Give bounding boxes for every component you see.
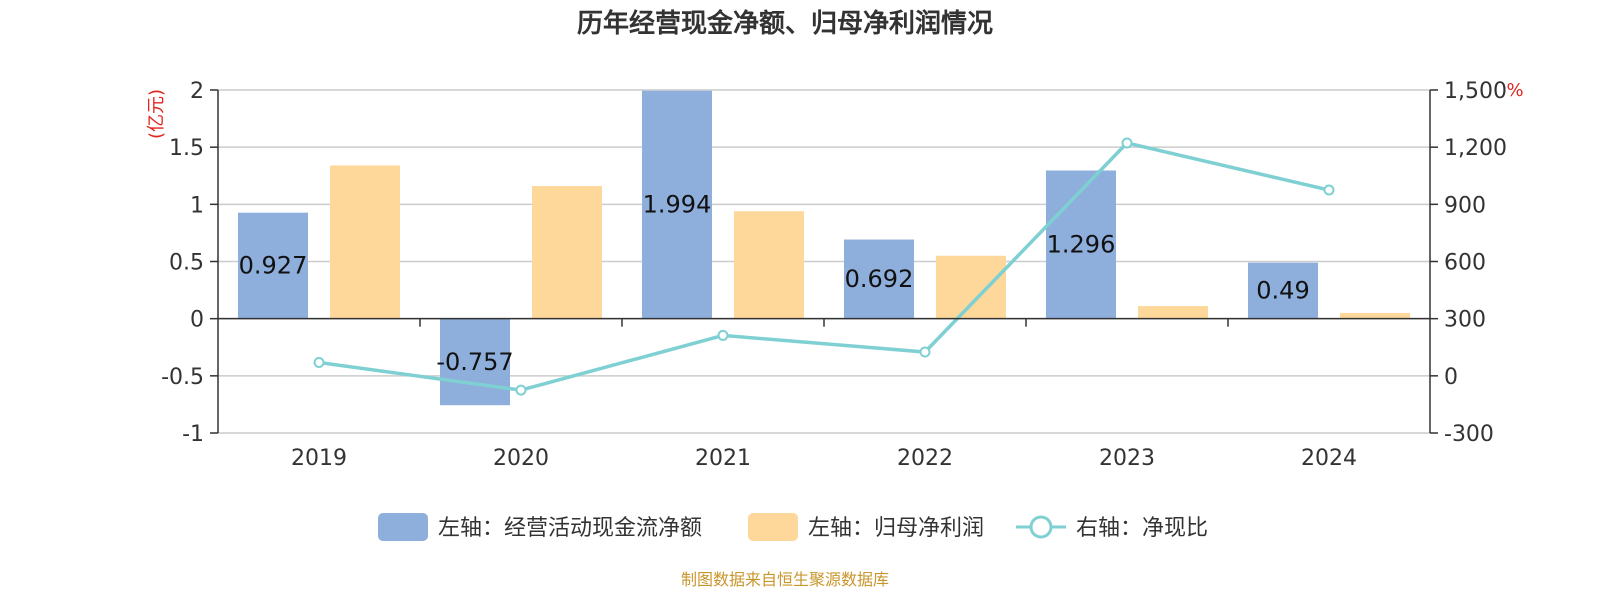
bar-operating-cash-flow[interactable]	[440, 318, 510, 406]
bar-value-label: 0.49	[1256, 277, 1309, 305]
data-labels: 0.927 -0.757 1.994 0.692 1.296 0.49	[239, 191, 1310, 376]
bar-net-profit[interactable]	[734, 211, 804, 319]
bar-net-profit[interactable]	[936, 255, 1006, 319]
source-note: 制图数据来自恒生聚源数据库	[681, 570, 889, 589]
line-point-cash-ratio[interactable]	[717, 329, 729, 341]
line-point-cash-ratio[interactable]	[313, 356, 325, 368]
left-tick-label: 1	[190, 193, 204, 218]
legend-item-net-profit[interactable]: 左轴：归母净利润	[748, 513, 984, 541]
bar-value-label: 0.692	[845, 265, 914, 293]
bar-value-label: 1.994	[643, 191, 712, 219]
left-tick-label: 2	[190, 79, 204, 104]
bar-group	[238, 90, 1410, 406]
x-tick-label: 2022	[897, 446, 953, 471]
x-tick-label: 2019	[291, 446, 347, 471]
right-tick-label: 300	[1444, 308, 1486, 333]
legend-swatch-net-profit	[748, 513, 798, 541]
line-point-cash-ratio[interactable]	[1323, 184, 1335, 196]
bar-net-profit[interactable]	[532, 186, 602, 319]
bar-value-label: 0.927	[239, 252, 308, 280]
legend-label-cash-ratio: 右轴：净现比	[1076, 516, 1208, 541]
legend-label-net-profit: 左轴：归母净利润	[808, 516, 984, 541]
left-tick-label: 0	[190, 308, 204, 333]
bar-operating-cash-flow[interactable]	[844, 239, 914, 319]
x-tick-label: 2021	[695, 446, 751, 471]
bar-net-profit[interactable]	[1138, 306, 1208, 319]
legend-item-operating-cash-flow[interactable]: 左轴：经营活动现金流净额	[378, 513, 702, 541]
x-tick-label: 2024	[1301, 446, 1357, 471]
bar-value-label: 1.296	[1047, 231, 1116, 259]
x-tick-label: 2020	[493, 446, 549, 471]
left-tick-label: -1	[182, 422, 204, 447]
right-tick-label: 1,500	[1444, 79, 1507, 104]
bar-operating-cash-flow[interactable]	[1046, 170, 1116, 319]
left-tick-label: 0.5	[169, 251, 204, 276]
right-tick-label: -300	[1444, 422, 1494, 447]
left-axis-unit: (亿元)	[146, 89, 167, 139]
line-point-cash-ratio[interactable]	[919, 346, 931, 358]
left-tick-label: 1.5	[169, 136, 204, 161]
right-tick-label: 1,200	[1444, 136, 1507, 161]
legend-item-cash-ratio[interactable]: 右轴：净现比	[1016, 515, 1208, 541]
chart-title: 历年经营现金净额、归母净利润情况	[577, 8, 993, 39]
axes: 2 1.5 1 0.5 0 -0.5 -1 1,500 1,200 900 600 300 0 -300 2…	[161, 79, 1507, 471]
right-tick-label: 900	[1444, 193, 1486, 218]
legend-marker-cash-ratio	[1029, 515, 1053, 539]
x-tick-label: 2023	[1099, 446, 1155, 471]
left-tick-label: -0.5	[161, 365, 204, 390]
bar-value-label: -0.757	[436, 348, 513, 376]
right-axis-unit: %	[1506, 80, 1523, 101]
right-tick-label: 600	[1444, 251, 1486, 276]
legend-label-operating-cash-flow: 左轴：经营活动现金流净额	[438, 516, 702, 541]
bar-operating-cash-flow[interactable]	[238, 212, 308, 319]
bar-operating-cash-flow[interactable]	[642, 90, 712, 319]
line-point-cash-ratio[interactable]	[1121, 137, 1133, 149]
line-point-cash-ratio[interactable]	[515, 384, 527, 396]
bar-net-profit[interactable]	[330, 165, 400, 319]
legend-swatch-operating-cash-flow	[378, 513, 428, 541]
legend[interactable]: 左轴：经营活动现金流净额 左轴：归母净利润 右轴：净现比	[378, 513, 1208, 541]
bar-operating-cash-flow[interactable]	[1248, 262, 1318, 319]
line-group	[313, 137, 1335, 396]
line-cash-ratio	[318, 141, 1330, 392]
right-tick-label: 0	[1444, 365, 1458, 390]
bar-net-profit[interactable]	[1340, 312, 1410, 319]
